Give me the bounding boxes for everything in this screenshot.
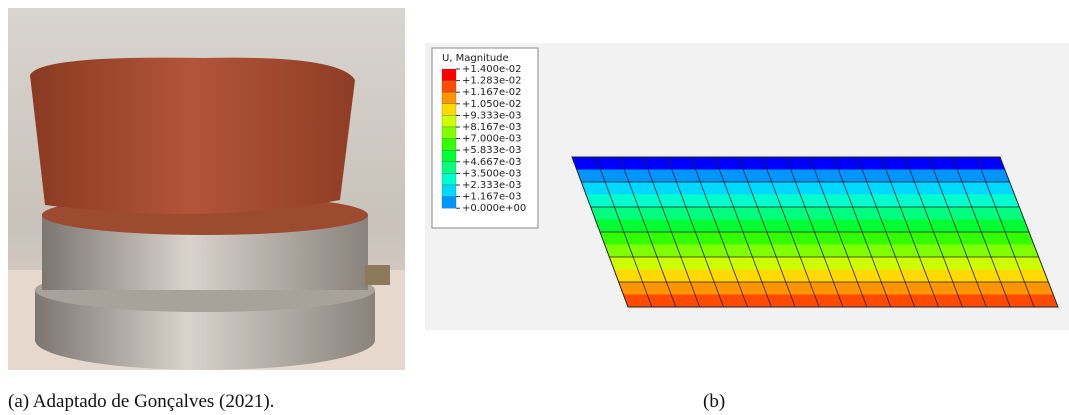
contour-band [560, 232, 1069, 245]
contour-band [560, 182, 1069, 195]
legend-swatch [442, 104, 456, 116]
contour-band [560, 245, 1069, 258]
contour-band [560, 295, 1069, 308]
legend-label: +0.000e+00 [462, 203, 526, 214]
contour-band [560, 270, 1069, 283]
legend-label: +1.167e-03 [462, 192, 522, 203]
contour-band [560, 220, 1069, 233]
legend-swatch [442, 127, 456, 139]
legend-label: +1.400e-02 [462, 64, 522, 75]
contour-band [560, 257, 1069, 270]
legend-swatch [442, 115, 456, 127]
legend-swatch [442, 185, 456, 197]
legend-label: +5.833e-03 [462, 145, 522, 156]
contour-band [560, 282, 1069, 295]
legend-swatch [442, 150, 456, 162]
legend-swatch [442, 162, 456, 174]
legend-label: +1.167e-02 [462, 87, 522, 98]
legend-swatch [442, 173, 456, 185]
legend-label: +1.050e-02 [462, 99, 522, 110]
legend-label: +2.333e-03 [462, 180, 522, 191]
contour-band [560, 157, 1069, 170]
legend-swatch [442, 92, 456, 104]
legend-label: +9.333e-03 [462, 110, 522, 121]
legend-label: +7.000e-03 [462, 134, 522, 145]
legend-swatch [442, 139, 456, 151]
legend-swatch [442, 81, 456, 93]
legend-label: +4.667e-03 [462, 157, 522, 168]
contour-band [560, 207, 1069, 220]
legend: +1.400e-02+1.283e-02+1.167e-02+1.050e-02… [442, 64, 526, 214]
contour-band [560, 170, 1069, 183]
legend-label: +1.283e-02 [462, 76, 522, 87]
figure: U, Magnitude +1.400e-02+1.283e-02+1.167e… [0, 0, 1069, 415]
legend-label: +3.500e-03 [462, 168, 522, 179]
legend-label: +8.167e-03 [462, 122, 522, 133]
caption-a: (a) Adaptado de Gonçalves (2021). [8, 391, 274, 412]
legend-swatch [442, 197, 456, 209]
caption-b: (b) [703, 391, 725, 412]
photo [8, 8, 405, 370]
legend-title: U, Magnitude [442, 53, 509, 64]
legend-swatch [442, 69, 456, 81]
